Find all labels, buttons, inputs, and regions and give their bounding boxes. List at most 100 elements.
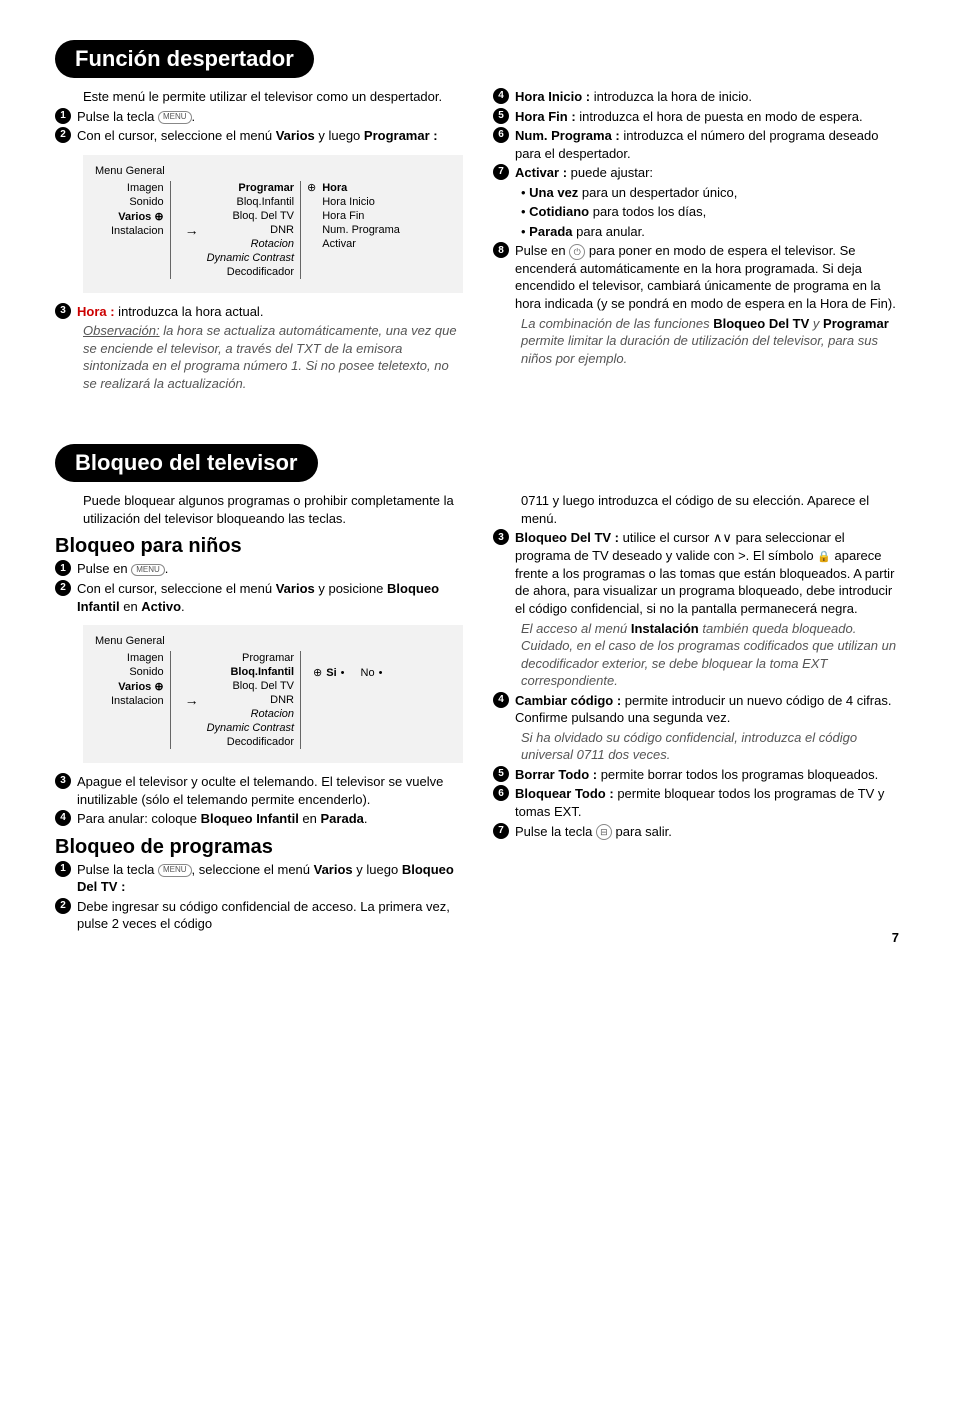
list-item: 4 Cambiar código : permite introducir un… <box>493 692 899 727</box>
menu-item: Rotacion <box>207 237 294 251</box>
txt: Parada <box>321 811 364 826</box>
bullet-1: 1 <box>55 861 71 877</box>
txt: Hora Fin : <box>515 109 576 124</box>
bullet-1: 1 <box>55 108 71 124</box>
menu-button-icon: MENU <box>158 864 192 877</box>
txt: y luego <box>315 128 364 143</box>
dot-icon: • <box>379 666 383 680</box>
item-text: Pulse la tecla MENU. <box>77 108 463 126</box>
txt: Activo <box>141 599 181 614</box>
menu-item: Hora <box>322 181 400 195</box>
intro-text: Puede bloquear algunos programas o prohi… <box>55 492 463 527</box>
menu-item: Instalacion <box>111 224 164 238</box>
txt: y luego <box>353 862 402 877</box>
bullet-3: 3 <box>493 529 509 545</box>
right-column: 4 Hora Inicio : introduzca la hora de in… <box>493 88 899 394</box>
cursor-icon: ⊕ <box>313 665 322 680</box>
subheading: Bloqueo de programas <box>55 836 463 859</box>
menu-item: DNR <box>207 693 294 707</box>
menu-item: Dynamic Contrast <box>207 721 294 735</box>
item-text: Apague el televisor y oculte el telemand… <box>77 773 463 808</box>
menu-item: DNR <box>207 223 294 237</box>
list-item: 2 Con el cursor, seleccione el menú Vari… <box>55 127 463 145</box>
sub-option: Parada para anular. <box>493 223 899 241</box>
txt: Num. Programa : <box>515 128 620 143</box>
txt: introduzca la hora de inicio. <box>590 89 752 104</box>
item-text: Con el cursor, seleccione el menú Varios… <box>77 127 463 145</box>
bullet-4: 4 <box>493 88 509 104</box>
txt: Pulse en <box>77 561 131 576</box>
menu-header: Menu General <box>95 165 451 177</box>
cursor-icon: ⊕ <box>307 181 316 194</box>
left-column: Puede bloquear algunos programas o prohi… <box>55 492 463 935</box>
txt: Borrar Todo : <box>515 767 597 782</box>
txt: puede ajustar: <box>567 165 653 180</box>
menu-item: Rotacion <box>207 707 294 721</box>
bullet-7: 7 <box>493 164 509 180</box>
menu-col1: Imagen Sonido Varios ⊕ Instalacion <box>95 181 164 238</box>
bullet-3: 3 <box>55 303 71 319</box>
list-item: 5 Borrar Todo : permite borrar todos los… <box>493 766 899 784</box>
txt: Varios <box>314 862 353 877</box>
list-item: 7 Activar : puede ajustar: <box>493 164 899 182</box>
txt: utilice el cursor <box>619 530 713 545</box>
arrow-icon: → <box>177 222 207 238</box>
txt: Bloqueo Del TV : <box>515 530 619 545</box>
bullet-1: 1 <box>55 560 71 576</box>
bullet-7: 7 <box>493 823 509 839</box>
menu-col2: Programar Bloq.Infantil Bloq. Del TV DNR… <box>207 651 294 749</box>
list-item: 2 Debe ingresar su código confidencial d… <box>55 898 463 933</box>
menu-item: Hora Fin <box>322 209 400 223</box>
menu-item: Varios ⊕ <box>111 209 164 224</box>
menu-item: Hora Inicio <box>322 195 400 209</box>
list-item: 1 Pulse en MENU. <box>55 560 463 578</box>
list-item: 5 Hora Fin : introduzca el hora de puest… <box>493 108 899 126</box>
bullet-4: 4 <box>55 810 71 826</box>
list-item: 6 Num. Programa : introduzca el número d… <box>493 127 899 162</box>
list-item: 3 Apague el televisor y oculte el telema… <box>55 773 463 808</box>
bullet-3: 3 <box>55 773 71 789</box>
menu-col3: ⊕ Si • No • <box>307 665 382 680</box>
section-bloqueo-televisor: Bloqueo del televisor Puede bloquear alg… <box>55 444 899 935</box>
menu-item: Bloq.Infantil <box>207 195 294 209</box>
sub-option: Una vez para un despertador único, <box>493 184 899 202</box>
intro-text: Este menú le permite utilizar el televis… <box>55 88 463 106</box>
txt: en <box>299 811 321 826</box>
bullet-2: 2 <box>55 127 71 143</box>
txt: Varios <box>276 581 315 596</box>
txt: Varios <box>276 128 315 143</box>
list-item: 1 Pulse la tecla MENU, seleccione el men… <box>55 861 463 896</box>
note: El acceso al menú Instalación también qu… <box>493 620 899 690</box>
txt: Pulse la tecla <box>77 862 158 877</box>
menu-button-icon: MENU <box>158 111 192 124</box>
txt: Hora : <box>77 304 115 319</box>
menu-item: Dynamic Contrast <box>207 251 294 265</box>
txt: permite borrar todos los programas bloqu… <box>597 767 878 782</box>
list-item: 6 Bloquear Todo : permite bloquear todos… <box>493 785 899 820</box>
arrow-icon: → <box>177 692 207 708</box>
menu-item: Decodificador <box>207 735 294 749</box>
txt: . <box>165 561 169 576</box>
list-item: 3 Bloqueo Del TV : utilice el cursor ∧∨ … <box>493 529 899 617</box>
menu-item: Decodificador <box>207 265 294 279</box>
menu-item: Varios ⊕ <box>111 679 164 694</box>
continuation-text: 0711 y luego introduzca el código de su … <box>493 492 899 527</box>
txt: Cambiar código : <box>515 693 621 708</box>
menu-col2: Programar Bloq.Infantil Bloq. Del TV DNR… <box>207 181 294 279</box>
menu-item: Bloq.Infantil <box>207 665 294 679</box>
section-title: Función despertador <box>55 40 314 78</box>
menu-item: Sonido <box>111 195 164 209</box>
bullet-4: 4 <box>493 692 509 708</box>
txt: y posicione <box>315 581 387 596</box>
menu-item: Num. Programa <box>322 223 400 237</box>
bullet-2: 2 <box>55 580 71 596</box>
lock-icon <box>817 548 831 563</box>
bullet-6: 6 <box>493 785 509 801</box>
txt: Pulse la tecla <box>515 824 596 839</box>
txt: Pulse la tecla <box>77 109 158 124</box>
note: Si ha olvidado su código confidencial, i… <box>493 729 899 764</box>
list-item: 1 Pulse la tecla MENU. <box>55 108 463 126</box>
item-text: Debe ingresar su código confidencial de … <box>77 898 463 933</box>
list-item: 4 Para anular: coloque Bloqueo Infantil … <box>55 810 463 828</box>
menu-diagram-2: Menu General Imagen Sonido Varios ⊕ Inst… <box>83 625 463 763</box>
